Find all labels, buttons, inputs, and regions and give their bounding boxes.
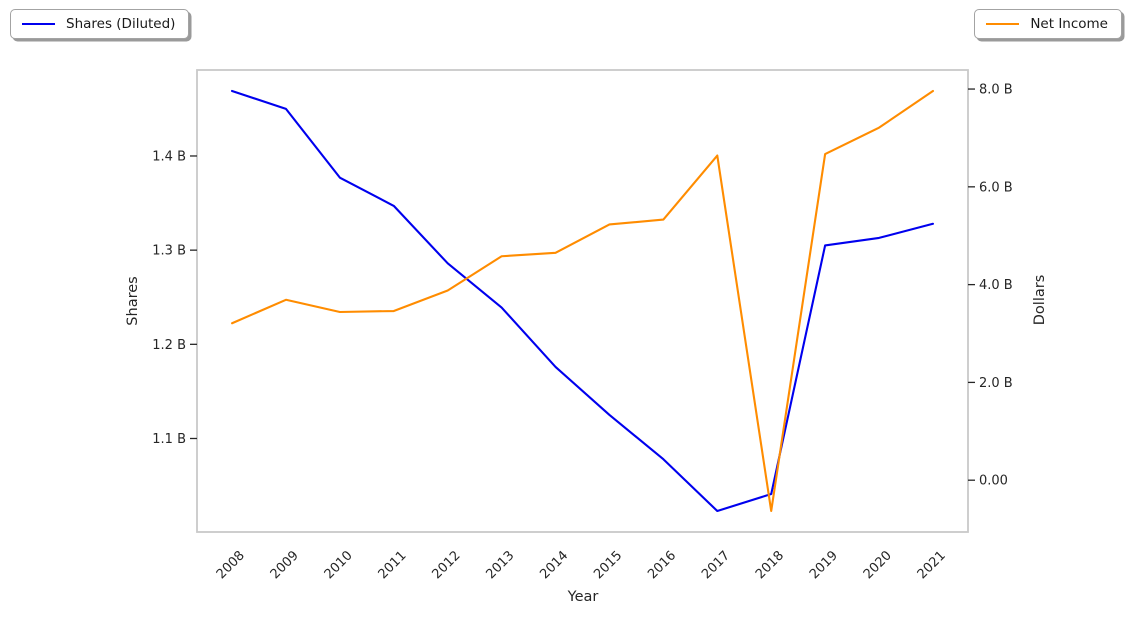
- right-tick-label: 8.0 B: [979, 83, 1013, 98]
- legend-line-sample-orange: [986, 23, 1020, 25]
- legend-net-income: Net Income: [974, 9, 1122, 39]
- x-tick-label: 2019: [807, 548, 841, 582]
- legend-label-net-income: Net Income: [1030, 16, 1108, 32]
- left-axis-title: Shares: [125, 276, 141, 326]
- x-tick-label: 2018: [753, 548, 787, 582]
- right-tick-label: 4.0 B: [979, 278, 1013, 293]
- x-tick-label: 2016: [645, 548, 679, 582]
- left-tick-label: 1.1 B: [152, 432, 186, 447]
- x-tick-label: 2012: [430, 548, 464, 582]
- legend-line-sample-blue: [22, 23, 55, 25]
- x-tick-label: 2008: [214, 548, 248, 582]
- legend-shares-diluted: Shares (Diluted): [10, 9, 190, 39]
- right-axis-title: Dollars: [1032, 274, 1048, 326]
- x-tick-label: 2020: [861, 548, 895, 582]
- x-tick-label: 2011: [376, 548, 410, 582]
- legend-label-shares-diluted: Shares (Diluted): [66, 16, 176, 32]
- right-tick-label: 6.0 B: [979, 180, 1013, 195]
- x-tick-label: 2017: [699, 548, 733, 582]
- left-tick-label: 1.3 B: [152, 244, 186, 259]
- x-tick-label: 2015: [591, 548, 625, 582]
- x-tick-label: 2009: [268, 548, 302, 582]
- series-line-shares-diluted-: [230, 89, 935, 513]
- x-tick-label: 2010: [322, 548, 356, 582]
- left-tick-label: 1.2 B: [152, 338, 186, 353]
- left-tick-label: 1.4 B: [152, 149, 186, 164]
- x-axis-title: Year: [567, 589, 599, 605]
- x-tick-label: 2021: [915, 548, 949, 582]
- right-tick-label: 2.0 B: [979, 376, 1013, 391]
- plot-frame: [196, 69, 969, 533]
- x-tick-label: 2013: [483, 548, 517, 582]
- series-line-net-income: [230, 89, 935, 513]
- x-tick-label: 2014: [537, 548, 571, 582]
- right-tick-label: 0.00: [979, 474, 1008, 489]
